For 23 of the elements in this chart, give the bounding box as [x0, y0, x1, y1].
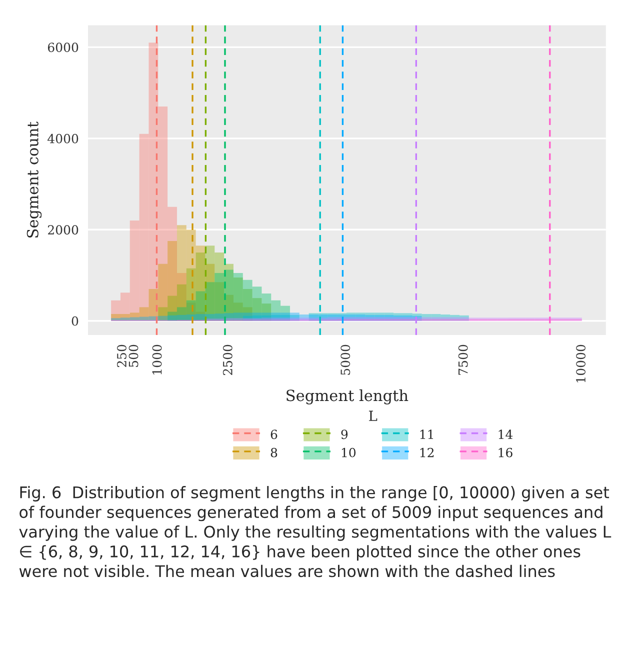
- x-tick-label: 10000: [576, 344, 586, 382]
- legend-label: 9: [341, 430, 348, 440]
- legend-title: L: [368, 410, 378, 421]
- x-tick-label: 7500: [458, 344, 468, 375]
- x-axis-title: Segment length: [286, 389, 408, 404]
- y-tick-label: 4000: [48, 134, 78, 144]
- y-tick-label: 0: [72, 316, 78, 326]
- legend-label: 10: [342, 448, 356, 458]
- x-tick-label: 5000: [340, 344, 350, 375]
- legend-label: 11: [420, 430, 433, 439]
- legend-label: 12: [420, 448, 434, 458]
- y-tick-label: 2000: [48, 225, 78, 235]
- y-tick-label: 6000: [48, 42, 78, 52]
- caption: Fig. 6 Distribution of segment lengths in the range [0, 10000) given a set of founder sequences generated from a set of 5009 input sequences and varying the value of L. Only the resulting segmentations with the values L ∈ {6, 8, 9, 10, 11, 12, 14, 16} have been plotted since the other ones were not visible. The mean values are shown with the dashed lines: [19, 486, 612, 578]
- legend-label: 16: [498, 448, 512, 458]
- x-tick-label: 500: [128, 344, 138, 367]
- legend-label: 14: [498, 430, 513, 439]
- x-tick-label: 1000: [152, 344, 162, 374]
- y-axis-title: Segment count: [26, 122, 42, 238]
- x-tick-label: 250: [117, 344, 126, 368]
- x-tick-label: 2500: [222, 344, 232, 376]
- legend-label: 6: [270, 430, 278, 440]
- legend-label: 8: [270, 448, 278, 458]
